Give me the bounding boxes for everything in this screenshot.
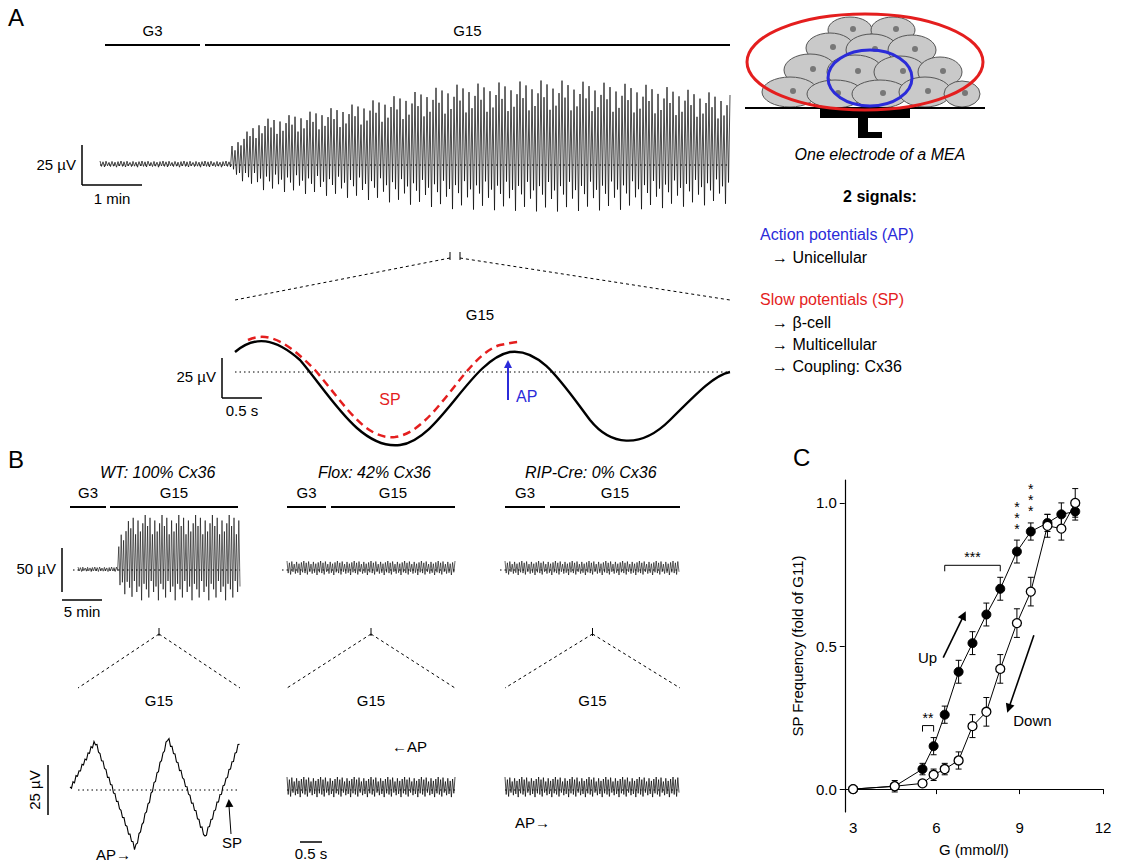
svg-text:B: B [8,446,24,473]
svg-text:12: 12 [1095,819,1112,836]
svg-text:0.5 s: 0.5 s [295,845,328,862]
svg-text:→ Coupling: Cx36: → Coupling: Cx36 [772,358,902,375]
svg-text:→ Multicellular: → Multicellular [772,336,878,353]
svg-text:G15: G15 [145,692,173,709]
svg-text:G3: G3 [296,484,316,501]
svg-text:Down: Down [1013,712,1051,729]
svg-text:G15: G15 [357,692,385,709]
svg-text:*: * [1014,521,1020,537]
svg-text:25 µV: 25 µV [37,156,77,173]
svg-text:Flox: 42% Cx36: Flox: 42% Cx36 [318,464,431,481]
svg-text:WT: 100% Cx36: WT: 100% Cx36 [100,464,215,481]
svg-text:0.5 s: 0.5 s [226,402,259,419]
svg-text:SP: SP [222,834,242,851]
svg-text:One electrode of a MEA: One electrode of a MEA [795,146,966,163]
svg-text:G3: G3 [78,484,98,501]
svg-text:RIP-Cre: 0% Cx36: RIP-Cre: 0% Cx36 [525,464,657,481]
svg-text:6: 6 [932,819,940,836]
svg-text:***: *** [964,549,981,565]
svg-text:C: C [793,444,810,471]
svg-text:25 µV: 25 µV [177,368,217,385]
svg-text:G15: G15 [601,484,629,501]
svg-text:AP→: AP→ [515,814,550,831]
svg-text:G15: G15 [466,306,494,323]
svg-text:G (mmol/l): G (mmol/l) [939,841,1009,858]
svg-text:3: 3 [849,819,857,836]
svg-text:*: * [1028,503,1034,519]
svg-text:0.5: 0.5 [816,638,837,655]
svg-text:G15: G15 [453,22,481,39]
svg-text:0.0: 0.0 [816,781,837,798]
svg-text:Slow potentials (SP): Slow potentials (SP) [760,291,904,308]
svg-text:25 µV: 25 µV [26,770,43,810]
svg-text:G3: G3 [515,484,535,501]
svg-text:SP Frequency (fold of G11): SP Frequency (fold of G11) [789,555,806,736]
svg-text:G15: G15 [379,484,407,501]
svg-text:9: 9 [1016,819,1024,836]
svg-text:2 signals:: 2 signals: [843,188,917,205]
svg-text:1.0: 1.0 [816,494,837,511]
svg-text:G15: G15 [578,692,606,709]
svg-text:AP: AP [516,388,537,405]
svg-text:50 µV: 50 µV [17,560,57,577]
svg-text:1 min: 1 min [94,190,131,207]
svg-text:G15: G15 [160,484,188,501]
svg-text:SP: SP [379,391,400,408]
svg-text:**: ** [923,710,934,726]
svg-text:5 min: 5 min [64,603,101,620]
svg-text:→ Unicellular: → Unicellular [772,249,868,266]
svg-text:→ β-cell: → β-cell [772,314,831,331]
svg-text:Action potentials (AP): Action potentials (AP) [760,226,914,243]
svg-text:G3: G3 [142,22,162,39]
svg-text:Up: Up [918,649,937,666]
svg-text:AP→: AP→ [96,846,131,863]
svg-text:A: A [8,4,24,31]
svg-text:←AP: ←AP [392,738,427,755]
